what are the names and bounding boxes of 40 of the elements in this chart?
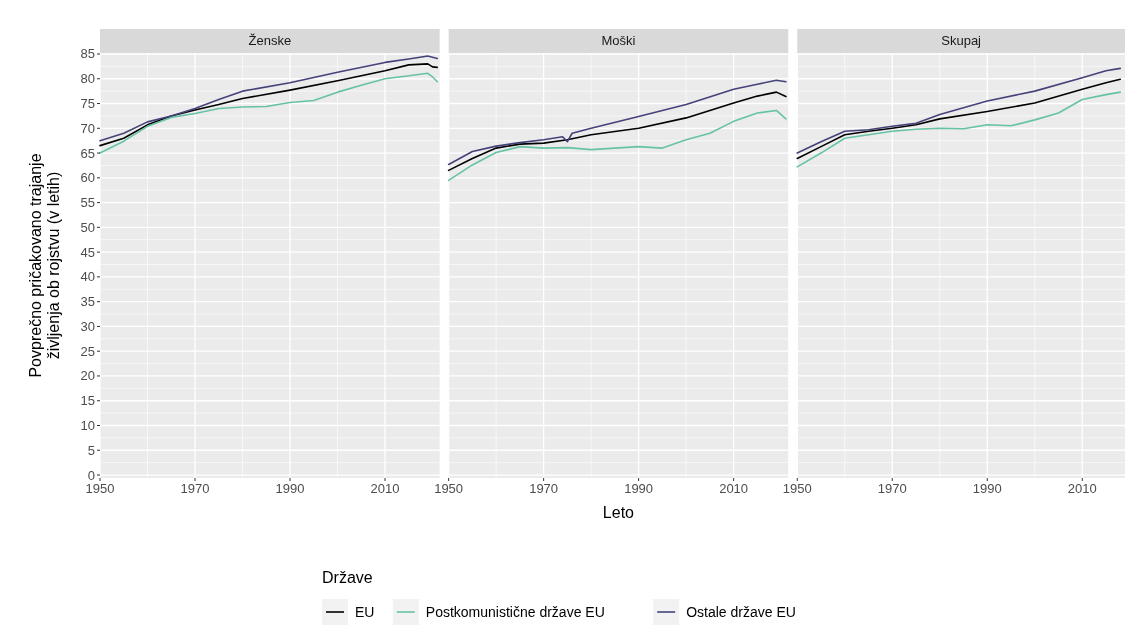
legend-label: EU [355, 604, 375, 620]
x-tick-label: 1950 [782, 481, 812, 496]
y-tick-label: 10 [80, 417, 95, 433]
x-tick-label: 1950 [434, 481, 464, 496]
x-tick-label: 2010 [719, 481, 749, 496]
x-axis-title: Leto [602, 504, 635, 521]
x-tick-label: 2010 [370, 481, 400, 496]
line-series [99, 72, 439, 154]
y-tick-label: 50 [80, 219, 95, 235]
y-tick-label: 5 [87, 442, 95, 458]
x-tick-label: 1990 [275, 481, 305, 496]
y-tick-label: 70 [80, 120, 95, 136]
chart-title: Ženske [248, 33, 292, 48]
x-tick-label: 2010 [1067, 481, 1097, 496]
chart-title: Skupaj [941, 33, 982, 48]
chart-title: Moški [601, 33, 636, 48]
y-tick-label: 80 [80, 71, 95, 87]
y-tick-label: 85 [80, 46, 95, 62]
y-tick-label: 35 [80, 294, 95, 310]
y-tick-label: 55 [80, 195, 95, 211]
x-tick-label: 1970 [529, 481, 559, 496]
y-tick-label: 0 [87, 467, 95, 483]
y-tick-label: 30 [80, 318, 95, 334]
y-tick-label: 75 [80, 96, 95, 112]
y-tick-label: 20 [80, 368, 95, 384]
x-tick-label: 1990 [972, 481, 1002, 496]
x-tick-label: 1970 [877, 481, 907, 496]
y-tick-label: 25 [80, 343, 95, 359]
x-tick-label: 1970 [180, 481, 210, 496]
legend-label: Ostale države EU [686, 604, 796, 620]
y-tick-label: 60 [80, 170, 95, 186]
y-axis-title: Povprečno pričakovano trajanje življenja ob rojstvu (v letih) [27, 153, 62, 378]
y-tick-label: 45 [80, 244, 95, 260]
legend-title: Države [322, 569, 373, 586]
x-tick-label: 1990 [624, 481, 654, 496]
y-tick-label: 40 [80, 269, 95, 285]
x-tick-label: 1950 [85, 481, 115, 496]
y-tick-label: 65 [80, 145, 95, 161]
legend-label: Postkomunistične države EU [425, 604, 605, 620]
y-tick-label: 15 [80, 393, 95, 409]
